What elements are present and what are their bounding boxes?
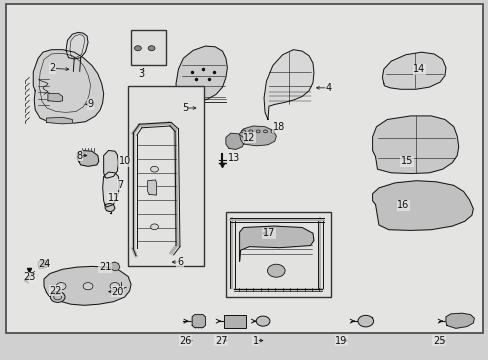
Circle shape (150, 166, 158, 172)
Text: 7: 7 (118, 180, 123, 190)
Text: 20: 20 (111, 287, 123, 297)
Polygon shape (110, 262, 120, 271)
Polygon shape (102, 172, 119, 207)
Circle shape (267, 264, 285, 277)
Circle shape (134, 46, 141, 51)
Polygon shape (239, 126, 276, 146)
Polygon shape (176, 46, 227, 104)
Text: 2: 2 (50, 63, 56, 73)
Polygon shape (239, 226, 313, 261)
Text: 3: 3 (139, 69, 144, 79)
Text: 18: 18 (272, 122, 285, 132)
Polygon shape (105, 203, 115, 212)
Text: 6: 6 (177, 257, 183, 267)
Text: 24: 24 (38, 258, 50, 269)
Circle shape (148, 46, 155, 51)
Bar (224, 315, 245, 328)
Circle shape (56, 283, 66, 290)
Polygon shape (38, 260, 48, 268)
Circle shape (150, 224, 158, 230)
Text: 16: 16 (396, 200, 409, 210)
Text: 25: 25 (432, 336, 445, 346)
Circle shape (110, 283, 120, 290)
Polygon shape (46, 117, 72, 124)
Text: 5: 5 (182, 103, 187, 113)
Polygon shape (372, 116, 458, 174)
Text: 4: 4 (325, 83, 331, 93)
Polygon shape (225, 133, 244, 149)
Circle shape (83, 283, 93, 290)
Circle shape (357, 315, 373, 327)
Text: 10: 10 (118, 156, 131, 166)
Polygon shape (44, 266, 131, 305)
Polygon shape (66, 32, 88, 59)
Polygon shape (372, 181, 472, 230)
Polygon shape (445, 313, 473, 328)
Text: 27: 27 (214, 336, 227, 346)
Polygon shape (382, 52, 445, 89)
Circle shape (50, 292, 65, 302)
Text: 8: 8 (77, 150, 82, 161)
Polygon shape (264, 50, 313, 120)
Polygon shape (147, 180, 156, 195)
Text: 13: 13 (227, 153, 240, 163)
Circle shape (256, 316, 269, 326)
Text: 9: 9 (87, 99, 93, 109)
Bar (131, 30, 166, 65)
Polygon shape (48, 94, 62, 102)
Polygon shape (33, 50, 103, 123)
Text: 21: 21 (99, 262, 111, 272)
Text: 15: 15 (400, 156, 412, 166)
Polygon shape (77, 150, 99, 166)
Bar (128, 86, 203, 266)
Text: 23: 23 (23, 272, 36, 282)
Polygon shape (192, 315, 205, 328)
Text: 11: 11 (107, 193, 120, 203)
Polygon shape (103, 150, 118, 178)
Text: 1: 1 (252, 336, 258, 346)
Text: 17: 17 (262, 228, 275, 238)
Text: 14: 14 (412, 64, 425, 74)
Text: 22: 22 (49, 285, 61, 296)
Text: 12: 12 (243, 132, 255, 143)
Bar (225, 212, 330, 297)
Text: 19: 19 (334, 336, 347, 346)
Text: 26: 26 (179, 336, 192, 346)
